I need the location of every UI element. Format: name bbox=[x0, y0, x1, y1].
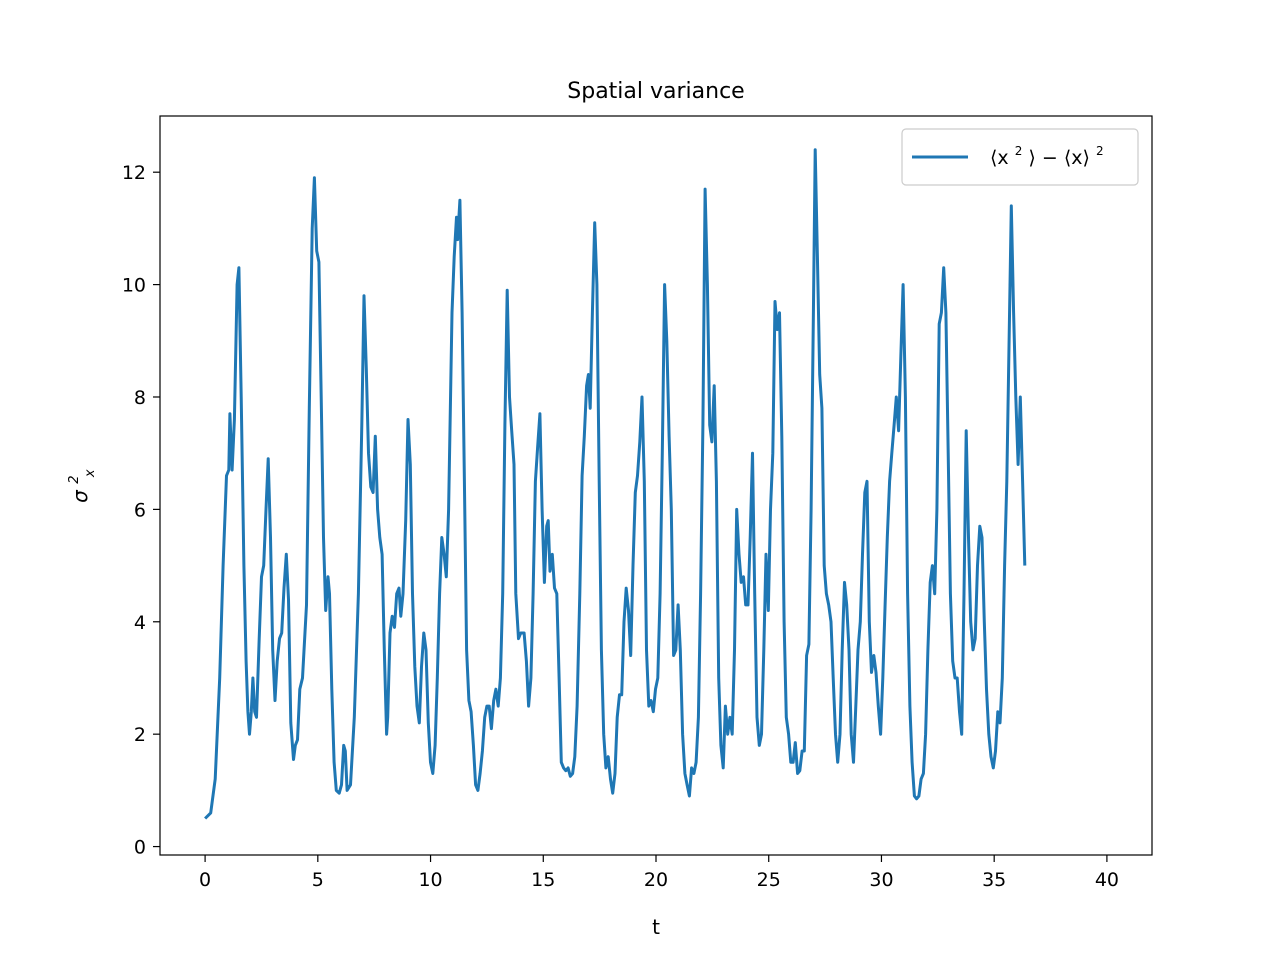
y-axis-label-group: σ 2 x bbox=[59, 469, 98, 503]
x-tick-label: 40 bbox=[1095, 869, 1119, 891]
legend: ⟨x 2 ⟩ − ⟨x⟩ 2 bbox=[901, 128, 1139, 186]
y-tick-label: 4 bbox=[134, 612, 146, 634]
y-tick-label: 2 bbox=[134, 724, 146, 746]
x-tick-label: 20 bbox=[644, 869, 668, 891]
chart-title: Spatial variance bbox=[567, 79, 744, 104]
x-tick-label: 15 bbox=[531, 869, 555, 891]
y-tick-label: 0 bbox=[134, 837, 146, 859]
legend-label-part-2: ⟩ − ⟨x⟩ bbox=[1028, 147, 1089, 169]
x-tick-label: 10 bbox=[418, 869, 442, 891]
y-axis: 0 2 4 6 8 10 12 bbox=[122, 162, 160, 859]
legend-label-part-1: ⟨x bbox=[990, 147, 1009, 169]
series-line-0 bbox=[204, 148, 1027, 820]
x-axis-label: t bbox=[652, 915, 660, 939]
y-tick-label: 10 bbox=[122, 275, 146, 297]
plot-line-layer bbox=[204, 148, 1027, 820]
y-axis-label: σ 2 x bbox=[59, 469, 98, 503]
legend-label-sup-2: 2 bbox=[1096, 144, 1104, 158]
y-tick-label: 6 bbox=[134, 499, 146, 521]
legend-frame bbox=[901, 128, 1139, 186]
legend-label: ⟨x 2 ⟩ − ⟨x⟩ 2 bbox=[990, 138, 1104, 169]
y-axis-label-subscript: x bbox=[83, 469, 98, 478]
y-axis-label-symbol: σ bbox=[68, 489, 92, 503]
x-tick-label: 5 bbox=[312, 869, 324, 891]
x-tick-label: 35 bbox=[982, 869, 1006, 891]
legend-label-sup-1: 2 bbox=[1015, 144, 1023, 158]
x-tick-label: 25 bbox=[757, 869, 781, 891]
y-tick-label: 12 bbox=[122, 162, 146, 184]
x-tick-label: 0 bbox=[199, 869, 211, 891]
y-tick-label: 8 bbox=[134, 387, 146, 409]
x-axis: 0 5 10 15 20 25 30 35 40 bbox=[199, 855, 1119, 891]
y-axis-label-superscript: 2 bbox=[67, 476, 82, 484]
x-tick-label: 30 bbox=[869, 869, 893, 891]
